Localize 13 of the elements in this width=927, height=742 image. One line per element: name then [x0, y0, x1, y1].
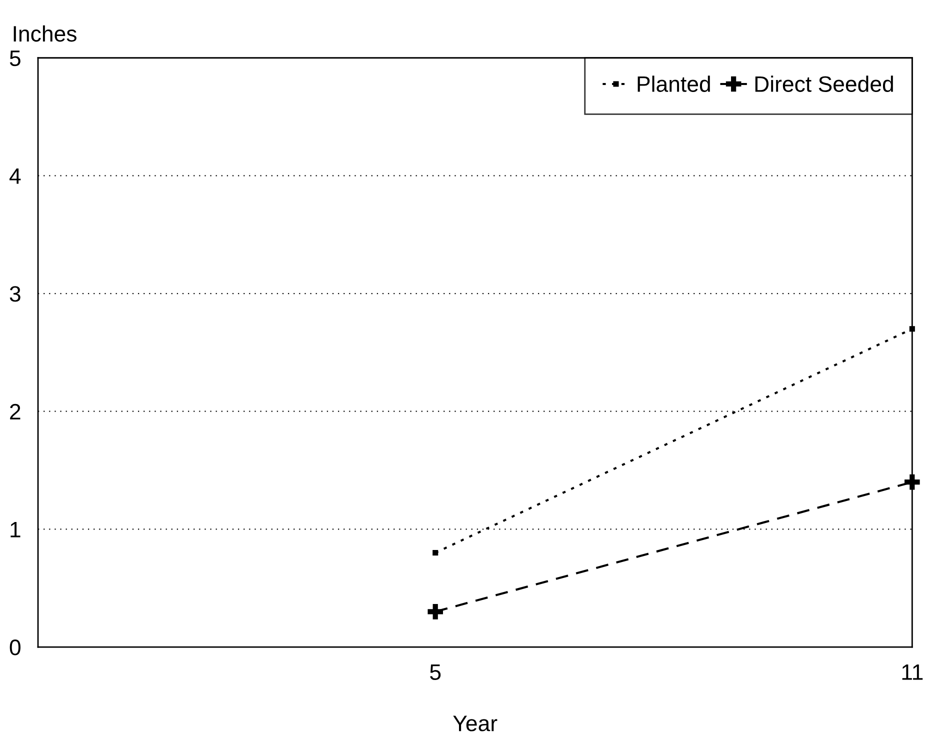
- y-tick-label: 3: [10, 286, 20, 302]
- x-tick-label: 11: [902, 664, 923, 680]
- y-axis-title: Inches: [14, 25, 76, 42]
- y-tick-label: 0: [10, 640, 20, 656]
- point: [428, 604, 443, 620]
- y-tick-label: 4: [9, 168, 21, 184]
- y-tick-label: 5: [10, 50, 20, 66]
- y-tick-label: 2: [10, 404, 20, 420]
- y-tick-label: 1: [10, 522, 20, 538]
- point: [432, 550, 438, 556]
- legend-label: Direct Seeded: [755, 76, 893, 92]
- legend-label: Planted: [638, 76, 710, 92]
- x-axis-title: Year: [453, 716, 498, 732]
